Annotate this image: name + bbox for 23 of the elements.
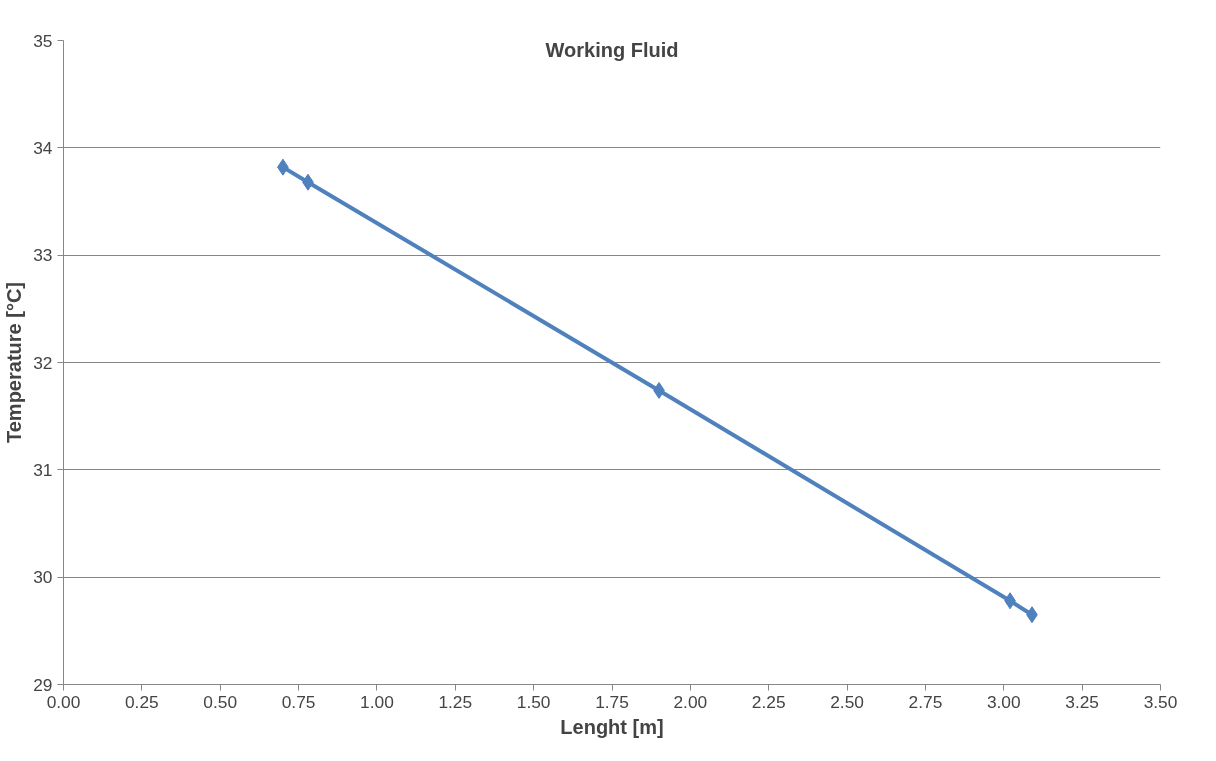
x-tick-label: 3.50 <box>1143 691 1178 712</box>
y-tick-label: 32 <box>33 352 53 373</box>
y-tick-label: 33 <box>33 245 53 266</box>
x-tick-label: 3.00 <box>986 691 1021 712</box>
x-tick-label: 0.50 <box>203 691 238 712</box>
x-tick-label: 2.75 <box>908 691 943 712</box>
x-tick-label: 1.50 <box>516 691 551 712</box>
x-tick-label: 1.75 <box>595 691 629 712</box>
x-tick-label: 1.25 <box>438 691 473 712</box>
y-tick-label: 35 <box>33 30 53 51</box>
y-tick-label: 34 <box>33 137 53 158</box>
y-tick-label: 30 <box>33 567 53 588</box>
x-tick-label: 1.00 <box>360 691 394 712</box>
y-tick-label: 31 <box>33 459 53 480</box>
x-tick-label: 0.75 <box>281 691 316 712</box>
x-axis-title: Lenght [m] <box>560 715 664 738</box>
x-tick-label: 2.25 <box>751 691 786 712</box>
x-tick-label: 0.25 <box>124 691 159 712</box>
x-tick-label: 2.00 <box>673 691 708 712</box>
chart-title: Working Fluid <box>545 38 679 61</box>
x-tick-label: 3.25 <box>1065 691 1100 712</box>
y-axis-title: Temperature [°C] <box>3 281 26 443</box>
x-tick-label: 2.50 <box>830 691 864 712</box>
